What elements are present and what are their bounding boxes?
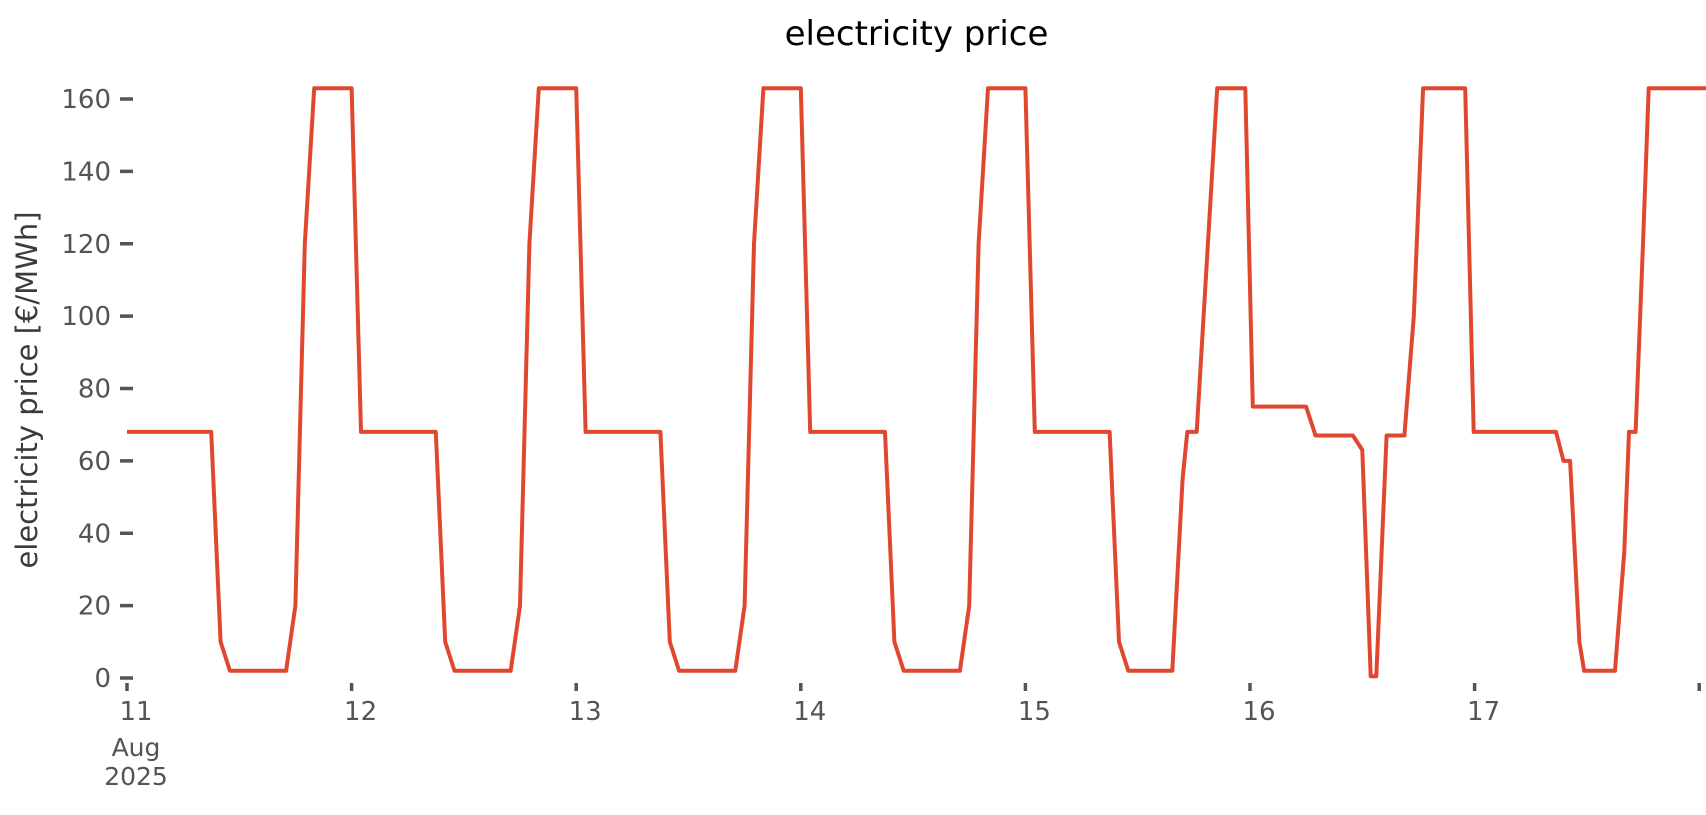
y-axis-tick-label: 80	[78, 375, 111, 405]
y-axis-tick-label: 40	[78, 519, 111, 549]
y-axis-tick-label: 0	[94, 664, 111, 694]
y-axis-label: electricity price [€/MWh]	[10, 211, 44, 569]
x-axis-tick-label: 17	[1467, 697, 1500, 727]
y-axis-tick-label: 120	[61, 230, 111, 260]
y-axis-tick-label: 140	[61, 157, 111, 187]
x-axis-tick-label: 11	[119, 697, 152, 727]
x-axis-year-label: 2025	[104, 762, 168, 791]
chart-title: electricity price	[784, 14, 1049, 54]
x-axis-tick-label: 16	[1242, 697, 1275, 727]
y-axis-tick-label: 160	[61, 85, 111, 115]
y-axis-tick-label: 60	[78, 447, 111, 477]
y-axis-tick-label: 100	[61, 302, 111, 332]
price-line	[127, 86, 1706, 679]
x-axis-month-label: Aug	[112, 733, 161, 762]
x-axis-tick-label: 12	[344, 697, 377, 727]
x-axis-tick-label: 15	[1018, 697, 1051, 727]
y-axis-tick-label: 20	[78, 592, 111, 622]
x-axis-tick-label: 14	[793, 697, 826, 727]
x-axis-tick-label: 13	[569, 697, 602, 727]
